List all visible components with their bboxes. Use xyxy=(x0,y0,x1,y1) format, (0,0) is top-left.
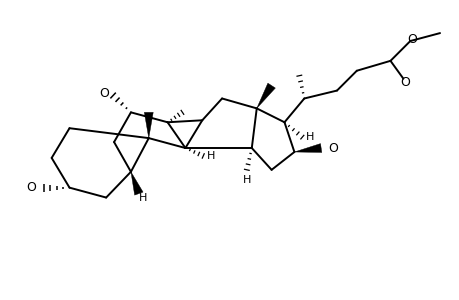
Text: O: O xyxy=(399,76,409,89)
Text: O: O xyxy=(26,181,36,194)
Text: O: O xyxy=(407,32,416,46)
Text: O: O xyxy=(327,142,337,154)
Polygon shape xyxy=(294,144,321,152)
Text: H: H xyxy=(305,132,314,142)
Text: H: H xyxy=(207,151,215,161)
Text: H: H xyxy=(242,175,251,185)
Polygon shape xyxy=(256,83,275,108)
Polygon shape xyxy=(144,112,153,138)
Text: H: H xyxy=(138,193,147,202)
Polygon shape xyxy=(131,172,143,195)
Text: O: O xyxy=(99,87,109,100)
